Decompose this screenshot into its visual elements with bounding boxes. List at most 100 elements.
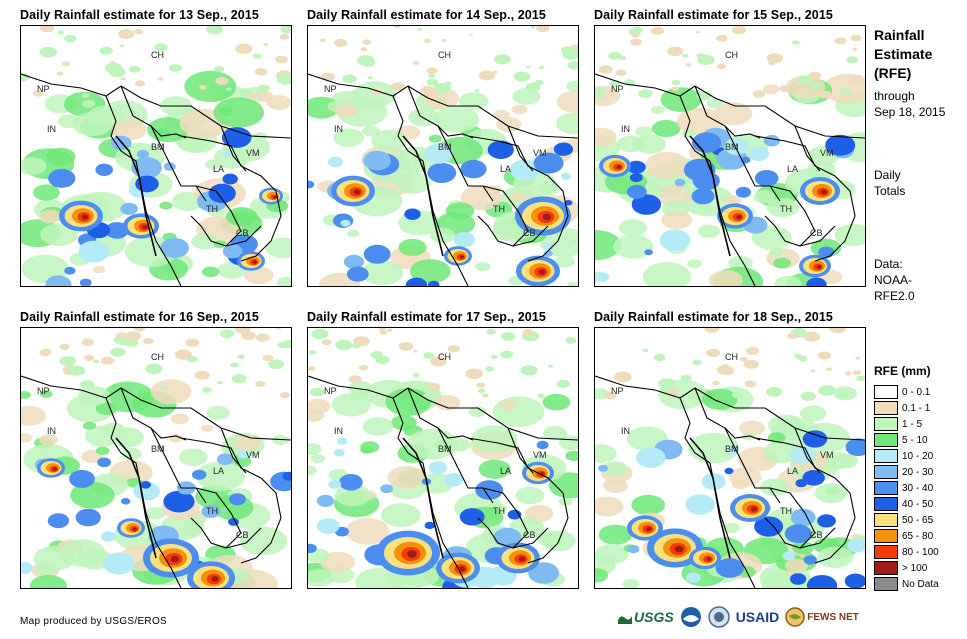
country-border — [477, 487, 529, 549]
rain-area — [201, 504, 221, 518]
usgs-logo-text: USGS — [634, 609, 674, 625]
rain-area — [713, 102, 753, 126]
rain-area — [477, 388, 486, 394]
rain-area — [745, 347, 760, 355]
rain-area — [445, 202, 475, 220]
rain-area — [217, 381, 223, 385]
rain-area — [367, 76, 373, 80]
rain-area — [520, 365, 538, 376]
rain-area — [525, 65, 530, 69]
country-border — [512, 225, 549, 247]
legend-swatch — [874, 497, 898, 511]
rain-area — [800, 391, 817, 401]
country-label: IN — [47, 124, 56, 134]
rain-area — [136, 149, 150, 159]
rain-area — [706, 98, 723, 109]
country-border — [467, 437, 569, 564]
rain-area — [748, 146, 770, 162]
rain-area — [627, 545, 640, 554]
rain-area — [814, 483, 848, 504]
rain-area — [819, 90, 832, 99]
rain-area — [70, 481, 115, 509]
rainfall-map-panel-3: Daily Rainfall estimate for 15 Sep., 201… — [594, 8, 866, 288]
legend-label: 10 - 20 — [902, 450, 934, 462]
legend-swatch — [874, 465, 898, 479]
rain-area — [526, 518, 539, 526]
legend-label: 30 - 40 — [902, 482, 934, 494]
rain-area — [817, 351, 831, 360]
rain-area — [219, 329, 235, 338]
legend-items: 0 - 0.1 0.1 - 1 1 - 5 5 - 10 10 - 20 20 - 30 3… — [874, 384, 939, 592]
country-label: IN — [621, 124, 630, 134]
rain-area — [447, 345, 460, 353]
rain-area — [92, 265, 106, 274]
country-label: IN — [47, 426, 56, 436]
legend-item: No Data — [874, 576, 939, 592]
rain-area — [82, 100, 96, 108]
rain-area — [105, 62, 123, 74]
rain-area — [538, 269, 546, 275]
rain-area — [618, 55, 627, 61]
coastline — [402, 135, 444, 257]
rain-area — [143, 338, 154, 345]
rain-area — [752, 90, 765, 98]
rainfall-map: CH NP IN BM LA VM TH CB — [307, 327, 579, 589]
rain-area — [81, 338, 94, 346]
rain-area — [334, 103, 358, 118]
rain-area — [564, 200, 573, 206]
legend-item: 40 - 50 — [874, 496, 939, 512]
rain-area — [308, 180, 315, 189]
rain-area — [829, 328, 846, 334]
rain-area — [565, 450, 578, 461]
rain-area — [281, 340, 291, 348]
rain-area — [225, 87, 232, 91]
rain-area — [200, 424, 214, 432]
rain-area — [631, 494, 666, 516]
rain-area — [542, 213, 552, 221]
rain-area — [170, 413, 189, 425]
rain-area — [311, 328, 329, 340]
rain-area — [275, 55, 288, 64]
rain-area — [79, 278, 92, 286]
rain-area — [845, 438, 865, 456]
country-label: CB — [523, 228, 536, 238]
country-border — [308, 375, 578, 441]
country-label: LA — [500, 466, 511, 476]
rain-area — [603, 391, 617, 400]
country-label: BM — [438, 444, 452, 454]
rainfall-map: CH NP IN BM LA VM TH CB — [20, 25, 292, 287]
rain-area — [500, 332, 516, 341]
totals-line: Daily — [874, 168, 901, 182]
title-line: Estimate — [874, 46, 933, 62]
country-border — [799, 527, 836, 549]
rain-area — [659, 229, 691, 251]
rain-area — [308, 366, 316, 372]
rainfall-map: CH NP IN BM LA VM TH CB — [594, 327, 866, 589]
rain-area — [658, 378, 676, 389]
rain-area — [459, 508, 485, 526]
rain-area — [194, 370, 210, 380]
rain-area — [598, 65, 613, 74]
fewsnet-globe-icon — [785, 607, 805, 627]
rain-area — [59, 539, 106, 567]
rain-area — [493, 109, 510, 120]
rain-area — [423, 38, 431, 43]
country-border — [794, 427, 821, 474]
rain-area — [642, 262, 692, 286]
rain-area — [685, 63, 692, 67]
rain-area — [59, 343, 70, 350]
rain-area — [262, 43, 269, 47]
rain-area — [39, 348, 52, 357]
rain-area — [128, 65, 141, 73]
rain-area — [228, 493, 246, 506]
rain-area — [97, 457, 111, 468]
rain-area — [398, 238, 427, 256]
rain-area — [722, 522, 741, 534]
rain-area — [702, 388, 738, 410]
country-label: VM — [246, 148, 260, 158]
rain-area — [406, 428, 458, 460]
rain-area — [803, 555, 817, 565]
rain-area — [424, 143, 454, 164]
rain-area — [651, 120, 681, 138]
data-line: NOAA- — [874, 273, 913, 287]
